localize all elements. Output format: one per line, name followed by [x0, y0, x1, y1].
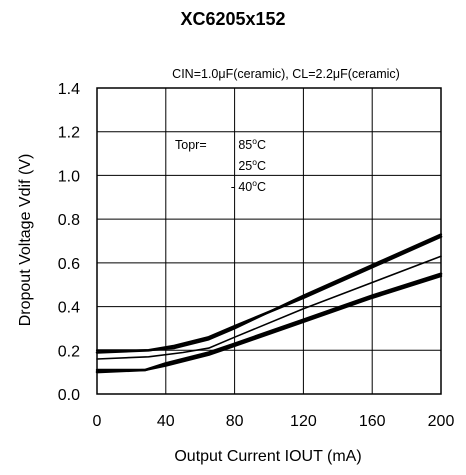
x-tick-label: 40: [157, 413, 175, 430]
legend-entry: - 40oC: [231, 178, 266, 194]
chart-title: XC6205x152: [180, 9, 285, 29]
y-tick-label: 1.0: [58, 168, 80, 185]
x-tick-label: 80: [226, 413, 244, 430]
plot-frame: [96, 87, 442, 395]
y-tick-label: 1.4: [58, 81, 80, 98]
x-tick-label: 0: [93, 413, 102, 430]
x-tick-label: 200: [428, 413, 455, 430]
legend-prefix: Topr=: [175, 138, 207, 152]
y-tick-label: 0.0: [58, 387, 80, 404]
y-tick-label: 1.2: [58, 125, 80, 142]
legend-entry: 85oC: [238, 136, 266, 152]
y-tick-label: 0.8: [58, 212, 80, 229]
series-group: [95, 233, 443, 374]
legend: Topr= 85oC 25oC - 40oC: [175, 136, 266, 194]
x-axis-ticks: 0 40 80 120 160 200: [93, 413, 455, 430]
series-line: [96, 255, 442, 360]
grid: [97, 88, 441, 394]
y-axis-label: Dropout Voltage Vdif (V): [17, 154, 34, 327]
y-tick-label: 0.4: [58, 300, 80, 317]
x-tick-label: 160: [359, 413, 386, 430]
series-line: [95, 274, 443, 372]
x-tick-label: 120: [290, 413, 317, 430]
measurement-conditions: CIN=1.0μF(ceramic), CL=2.2μF(ceramic): [172, 67, 400, 81]
series-line: [95, 233, 443, 352]
y-tick-label: 0.2: [58, 343, 80, 360]
x-axis-label: Output Current IOUT (mA): [174, 448, 361, 465]
legend-entry: 25oC: [238, 157, 266, 173]
y-axis-ticks: 0.0 0.2 0.4 0.6 0.8 1.0 1.2 1.4: [58, 81, 80, 404]
y-tick-label: 0.6: [58, 256, 80, 273]
